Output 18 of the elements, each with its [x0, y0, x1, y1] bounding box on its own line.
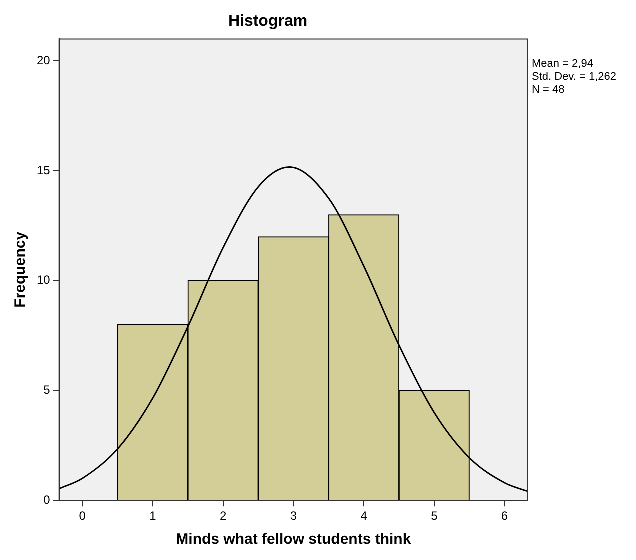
y-axis-title: Frequency — [12, 231, 30, 308]
x-tick-label: 6 — [501, 509, 508, 524]
x-axis-title: Minds what fellow students think — [176, 531, 412, 548]
chart-title: Histogram — [228, 13, 308, 30]
x-tick-label: 5 — [431, 509, 438, 524]
x-tick-label: 0 — [79, 509, 86, 524]
x-tick-label: 1 — [150, 509, 157, 524]
x-tick-label: 2 — [220, 509, 227, 524]
text: N = 48 — [532, 84, 566, 97]
y-tick-label: 15 — [36, 163, 51, 178]
x-tick-label: 3 — [290, 509, 298, 524]
text: Std. Dev. = 1,262 — [532, 71, 616, 84]
y-tick-label: 0 — [44, 492, 51, 507]
y-tick-label: 5 — [44, 383, 51, 398]
text: Mean = 2,94 — [532, 58, 594, 71]
y-tick-label: 20 — [36, 53, 51, 68]
x-tick-label: 4 — [360, 509, 368, 524]
y-tick-label: 10 — [36, 273, 51, 288]
